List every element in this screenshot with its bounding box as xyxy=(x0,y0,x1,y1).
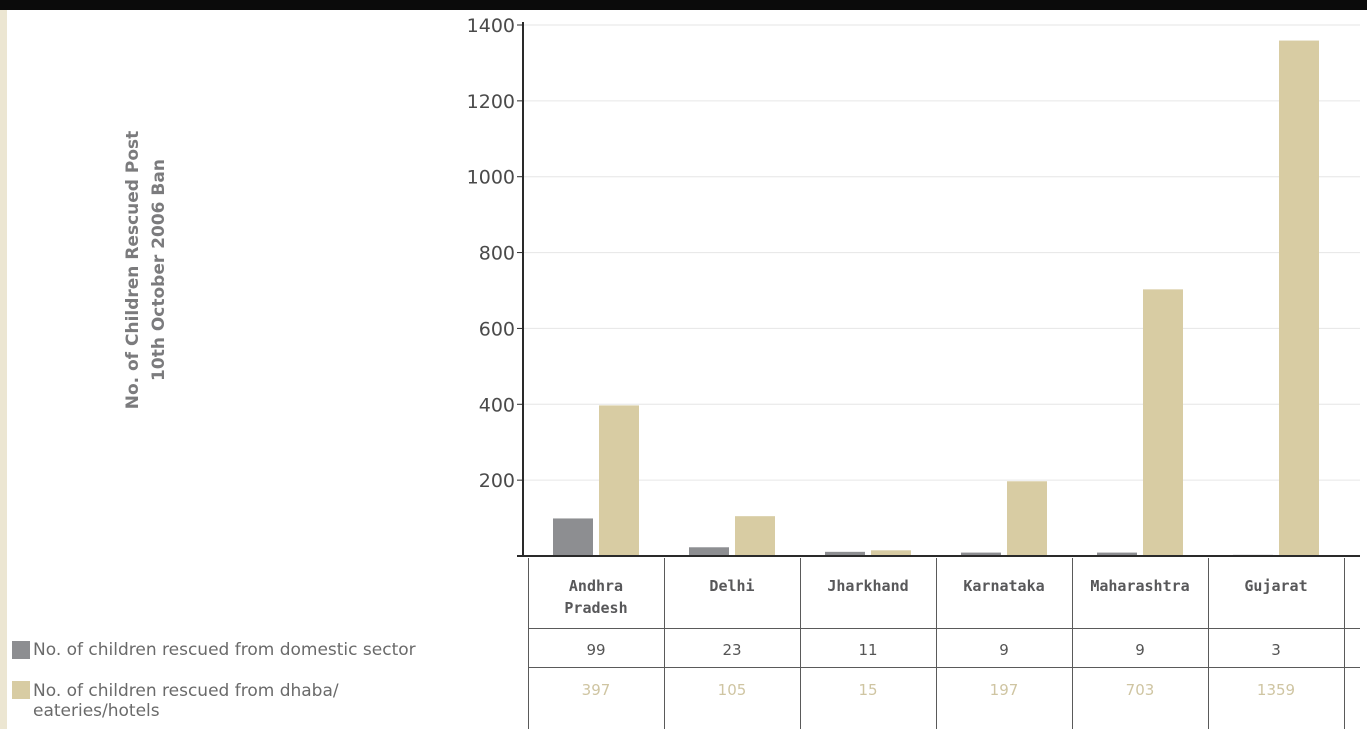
top-border xyxy=(0,0,1367,10)
domestic-value-5: 9 xyxy=(1135,641,1145,659)
y-tick-label-1200: 1200 xyxy=(467,91,515,113)
category-label-1: Andhra Pradesh xyxy=(528,575,664,619)
dhaba-row-label-line-1: No. of children rescued from dhaba/ xyxy=(33,681,339,701)
domestic-value-4: 9 xyxy=(999,641,1009,659)
table-column-divider xyxy=(936,558,937,729)
category-label-3: Jharkhand xyxy=(800,575,936,597)
y-tick-label-1400: 1400 xyxy=(467,15,515,37)
table-column-divider xyxy=(800,558,801,729)
dhaba-bar-2 xyxy=(735,516,775,556)
domestic-bar-1 xyxy=(553,518,593,556)
category-label-5: Maharashtra xyxy=(1072,575,1208,597)
y-tick-label-200: 200 xyxy=(479,470,515,492)
dhaba-legend-swatch xyxy=(12,681,30,699)
dhaba-value-1: 397 xyxy=(581,681,611,699)
left-border xyxy=(0,10,7,729)
table-column-divider xyxy=(1344,558,1345,729)
domestic-row-label-line-1: No. of children rescued from domestic se… xyxy=(33,640,416,660)
category-label-2: Delhi xyxy=(664,575,800,597)
y-tick-label-400: 400 xyxy=(479,394,515,416)
domestic-row-label: No. of children rescued from domestic se… xyxy=(33,640,523,660)
category-label-line-1: Karnataka xyxy=(963,577,1045,595)
table-row-divider xyxy=(528,628,1360,629)
category-label-line-1: Gujarat xyxy=(1244,577,1308,595)
dhaba-row-label-line-2: eateries/hotels xyxy=(33,701,160,721)
domestic-value-6: 3 xyxy=(1271,641,1281,659)
category-label-6: Gujarat xyxy=(1208,575,1344,597)
category-label-4: Karnataka xyxy=(936,575,1072,597)
domestic-bar-3 xyxy=(825,551,865,556)
category-label-line-1: Andhra xyxy=(568,577,624,595)
table-column-divider xyxy=(528,558,529,729)
domestic-value-3: 11 xyxy=(858,641,878,659)
domestic-value-1: 99 xyxy=(586,641,606,659)
dhaba-value-2: 105 xyxy=(717,681,747,699)
dhaba-row-label: No. of children rescued from dhaba/ eate… xyxy=(33,681,523,721)
y-tick-label-800: 800 xyxy=(479,243,515,265)
dhaba-value-5: 703 xyxy=(1125,681,1155,699)
domestic-value-2: 23 xyxy=(722,641,742,659)
category-label-line-2: Pradesh xyxy=(564,599,628,617)
y-tick-label-600: 600 xyxy=(479,318,515,340)
dhaba-bar-4 xyxy=(1007,481,1047,556)
dhaba-bar-5 xyxy=(1143,289,1183,556)
dhaba-bar-1 xyxy=(599,405,639,556)
dhaba-value-3: 15 xyxy=(858,681,878,699)
category-label-line-1: Maharashtra xyxy=(1090,577,1190,595)
domestic-legend-swatch xyxy=(12,641,30,659)
table-column-divider xyxy=(664,558,665,729)
dhaba-value-6: 1359 xyxy=(1256,681,1296,699)
dhaba-value-4: 197 xyxy=(989,681,1019,699)
table-column-divider xyxy=(1208,558,1209,729)
table-column-divider xyxy=(1072,558,1073,729)
domestic-bar-2 xyxy=(689,547,729,556)
domestic-bar-4 xyxy=(961,552,1001,556)
dhaba-bar-3 xyxy=(871,550,911,556)
table-row-divider xyxy=(528,667,1360,668)
domestic-bar-5 xyxy=(1097,552,1137,556)
category-label-line-1: Jharkhand xyxy=(827,577,909,595)
dhaba-bar-6 xyxy=(1279,40,1319,556)
y-tick-label-1000: 1000 xyxy=(467,167,515,189)
category-label-line-1: Delhi xyxy=(709,577,755,595)
